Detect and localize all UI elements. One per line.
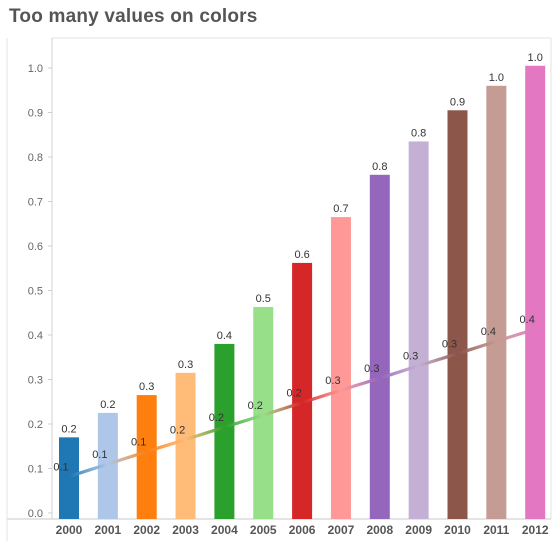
x-tick-label: 2012	[522, 523, 549, 537]
bar-value-label: 1.0	[489, 72, 504, 84]
x-tick-label: 2005	[250, 523, 277, 537]
trend-value-label: 0.3	[442, 339, 457, 351]
trend-line-segment	[67, 462, 110, 479]
y-tick-label: 0.1	[28, 464, 43, 476]
y-tick-label: 0.9	[28, 108, 43, 120]
bar	[136, 395, 157, 519]
trend-line-segment	[222, 413, 265, 429]
x-tick-label: 2009	[405, 523, 432, 537]
bar	[292, 262, 313, 519]
trend-line-segment	[339, 376, 382, 392]
x-tick-label: 2004	[211, 523, 238, 537]
y-tick-label: 0.8	[28, 152, 43, 164]
x-tick-label: 2001	[94, 523, 121, 537]
trend-value-label: 0.1	[92, 449, 107, 461]
x-tick-label: 2006	[289, 523, 316, 537]
x-tick-label: 2002	[133, 523, 160, 537]
y-tick-label: 1.0	[28, 63, 43, 75]
trend-value-label: 0.1	[131, 437, 146, 449]
trend-line-segment	[183, 425, 226, 442]
y-tick-label: 0.6	[28, 241, 43, 253]
trend-value-label: 0.2	[248, 400, 263, 412]
bar	[369, 174, 390, 520]
y-tick-label: 0.4	[28, 330, 43, 342]
bar	[59, 437, 79, 519]
y-tick-label: 0.2	[28, 419, 43, 431]
y-tick-label: 0.5	[28, 286, 43, 298]
trend-value-label: 0.3	[403, 351, 418, 363]
trend-value-label: 0.2	[286, 388, 301, 400]
x-tick-label: 2008	[366, 523, 393, 537]
trend-line-segment	[378, 364, 421, 380]
chart-title: Too many values on colors	[9, 6, 258, 27]
bar	[253, 306, 274, 519]
bar	[175, 372, 196, 519]
bar	[330, 217, 351, 519]
bar-value-label: 0.6	[294, 249, 309, 261]
bar-value-label: 0.2	[61, 423, 76, 435]
bar-value-label: 0.9	[450, 96, 465, 108]
trend-line-segment	[145, 437, 188, 454]
bar-value-label: 1.0	[528, 52, 543, 64]
bar	[486, 85, 507, 520]
trend-line-segment	[261, 401, 304, 417]
bar	[214, 343, 235, 519]
x-tick-label: 2003	[172, 523, 199, 537]
bar-value-label: 0.8	[411, 127, 426, 139]
trend-value-label: 0.4	[481, 326, 496, 338]
trend-line-segment	[494, 327, 537, 343]
bar-value-label: 0.4	[217, 330, 232, 342]
bar-value-label: 0.7	[333, 203, 348, 215]
trend-value-label: 0.2	[209, 412, 224, 424]
bar-value-label: 0.3	[139, 381, 154, 393]
trend-line-segment	[106, 449, 149, 466]
x-tick-label: 2007	[328, 523, 355, 537]
trend-value-label: 0.3	[325, 375, 340, 387]
x-tick-label: 2011	[483, 523, 509, 537]
y-tick-label: 0.7	[28, 197, 43, 209]
trend-line-segment	[455, 339, 498, 356]
trend-line-segment	[300, 388, 343, 405]
bar	[408, 141, 429, 520]
y-tick-label: 0.0	[28, 508, 43, 520]
bar	[447, 110, 468, 520]
trend-value-label: 0.4	[520, 314, 535, 326]
bar	[525, 65, 546, 520]
trend-line-segment	[417, 352, 460, 368]
bar-value-label: 0.3	[178, 359, 193, 371]
x-tick-label: 2010	[444, 523, 471, 537]
bar-value-label: 0.8	[372, 161, 387, 173]
trend-value-label: 0.2	[170, 425, 185, 437]
bar	[97, 412, 118, 519]
trend-value-label: 0.3	[364, 363, 379, 375]
x-tick-label: 2000	[56, 523, 83, 537]
bar-value-label: 0.2	[100, 399, 115, 411]
trend-value-label: 0.1	[53, 462, 68, 474]
y-tick-label: 0.3	[28, 375, 43, 387]
bar-value-label: 0.5	[256, 293, 271, 305]
